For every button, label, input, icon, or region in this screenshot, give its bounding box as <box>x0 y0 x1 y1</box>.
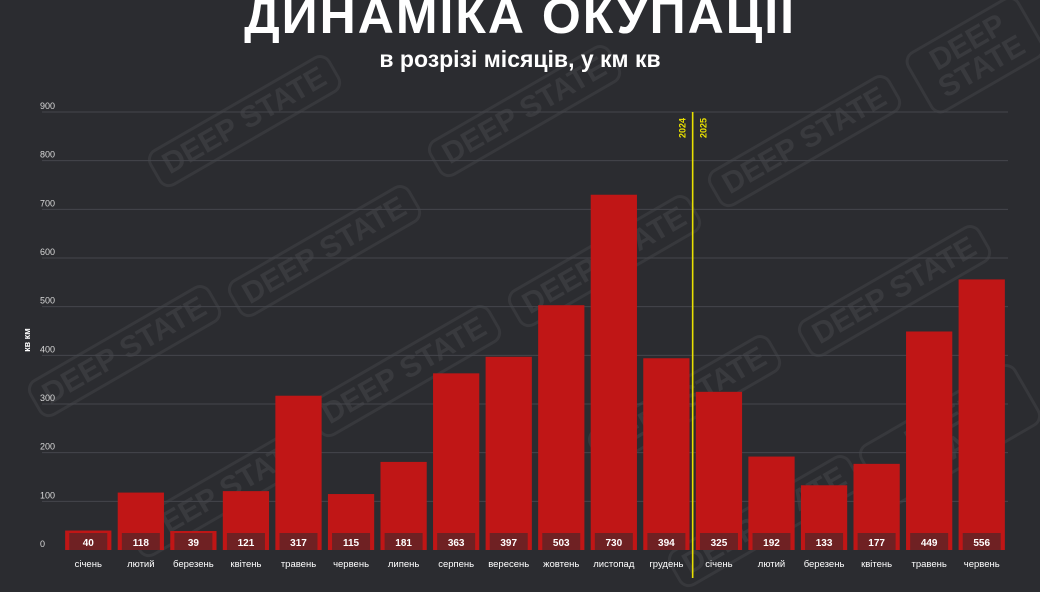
y-tick-label: 0 <box>40 539 45 549</box>
x-tick-label: січень <box>705 559 732 570</box>
x-tick-label: листопад <box>593 559 635 570</box>
bar <box>643 358 690 550</box>
bar-label-bg <box>752 533 791 550</box>
bar-label-bg <box>437 533 476 550</box>
y-tick-label: 300 <box>40 393 55 403</box>
x-tick-label: травень <box>281 559 316 570</box>
y-tick-label: 800 <box>40 150 55 160</box>
bar <box>958 279 1005 550</box>
y-tick-label: 900 <box>40 101 55 111</box>
bar-label-bg <box>332 533 371 550</box>
bar-value-label: 133 <box>816 538 833 549</box>
bar-value-label: 394 <box>658 538 675 549</box>
x-tick-label: квітень <box>230 559 261 570</box>
y-tick-label: 100 <box>40 490 55 500</box>
x-tick-label: травень <box>911 559 946 570</box>
bar-value-label: 181 <box>395 538 412 549</box>
bar-value-label: 121 <box>238 538 255 549</box>
bar-label-bg <box>384 533 423 550</box>
bar-value-label: 325 <box>711 538 728 549</box>
bar-value-label: 363 <box>448 538 465 549</box>
bar-label-bg <box>489 533 528 550</box>
x-tick-label: жовтень <box>543 559 579 570</box>
y-tick-label: 200 <box>40 442 55 452</box>
chart-subtitle: в розрізі місяців, у км кв <box>379 46 661 72</box>
bar-value-label: 40 <box>83 538 95 549</box>
x-tick-label: квітень <box>861 559 892 570</box>
x-tick-label: лютий <box>758 559 785 570</box>
bar-label-bg <box>121 533 160 550</box>
bar-label-bg <box>226 533 265 550</box>
bar-value-label: 449 <box>921 538 938 549</box>
bar <box>275 395 322 550</box>
bar-value-label: 730 <box>605 538 622 549</box>
bar <box>538 305 585 550</box>
bar <box>590 194 637 550</box>
x-tick-label: вересень <box>488 559 529 570</box>
bar-value-label: 397 <box>500 538 517 549</box>
x-tick-label: червень <box>333 559 369 570</box>
y-tick-label: 700 <box>40 198 55 208</box>
x-tick-label: червень <box>964 559 1000 570</box>
bar-label-bg <box>542 533 581 550</box>
bar <box>485 356 532 550</box>
bar-value-label: 118 <box>133 538 150 549</box>
year-label-right: 2025 <box>699 118 709 138</box>
x-tick-label: серпень <box>438 559 474 570</box>
bar <box>433 373 480 550</box>
bar-label-bg <box>647 533 686 550</box>
bar-value-label: 39 <box>188 538 200 549</box>
bar-label-bg <box>805 533 844 550</box>
bar-label-bg <box>857 533 896 550</box>
x-tick-label: липень <box>388 559 420 570</box>
x-tick-label: березень <box>804 559 845 570</box>
year-label-left: 2024 <box>678 118 688 138</box>
y-tick-label: 500 <box>40 296 55 306</box>
x-tick-label: січень <box>75 559 102 570</box>
y-tick-label: 400 <box>40 344 55 354</box>
y-tick-label: 600 <box>40 247 55 257</box>
bar-label-bg <box>279 533 318 550</box>
y-axis-label: кв км <box>22 328 32 352</box>
bar-value-label: 115 <box>343 538 360 549</box>
bar-value-label: 503 <box>553 538 570 549</box>
x-tick-label: березень <box>173 559 214 570</box>
x-tick-label: лютий <box>127 559 154 570</box>
bar-label-bg <box>594 533 633 550</box>
bar-label-bg <box>910 533 949 550</box>
bar-label-bg <box>699 533 738 550</box>
bar-label-bg <box>69 533 108 550</box>
bar <box>695 391 743 550</box>
bar-value-label: 177 <box>868 538 885 549</box>
bar <box>906 331 953 550</box>
bar-value-label: 556 <box>973 538 990 549</box>
bar-label-bg <box>962 533 1001 550</box>
bar-label-bg <box>174 533 213 550</box>
chart-title: ДИНАМІКА ОКУПАЦІЇ <box>244 0 796 44</box>
x-tick-label: грудень <box>649 559 683 570</box>
bar-value-label: 192 <box>763 538 780 549</box>
bar-value-label: 317 <box>290 538 307 549</box>
